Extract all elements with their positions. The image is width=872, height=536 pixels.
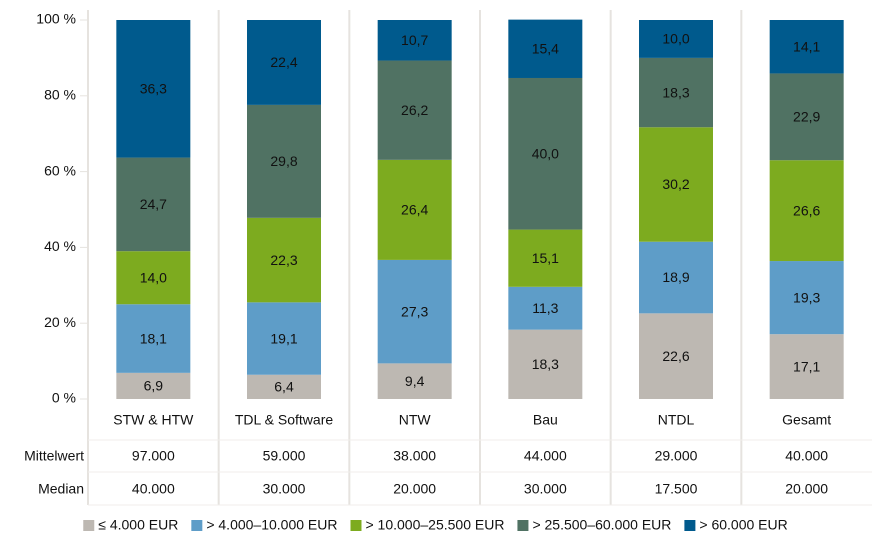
legend-label: > 60.000 EUR [699, 517, 787, 533]
legend-swatch [684, 520, 696, 531]
table-cell: 30.000 [263, 481, 306, 497]
legend-swatch [350, 520, 362, 531]
bar-segment [639, 241, 713, 314]
bar-segment [116, 251, 191, 305]
category-label: NTW [399, 412, 432, 428]
bar-segment [639, 20, 713, 58]
bar-segment [377, 20, 452, 61]
legend-swatch [83, 520, 95, 531]
bar-segment [769, 160, 844, 262]
value-label: 11,3 [532, 300, 558, 316]
table-cell: 29.000 [655, 448, 698, 464]
category-label: NTDL [658, 412, 695, 428]
bar-segment [377, 60, 452, 160]
y-tick-label: 0 % [52, 390, 76, 406]
bar-segment [769, 73, 844, 161]
bar-segment [769, 334, 844, 399]
y-tick-label: 60 % [44, 162, 76, 178]
table-cell: 20.000 [785, 481, 828, 497]
value-label: 36,3 [140, 80, 167, 96]
y-tick-label: 80 % [44, 87, 76, 103]
bar-segment [377, 259, 452, 364]
value-label: 30,2 [662, 176, 689, 192]
bar-segment [247, 374, 321, 399]
legend-label: > 25.500–60.000 EUR [532, 517, 671, 533]
bar-segment [769, 20, 844, 74]
legend-label: ≤ 4.000 EUR [98, 517, 178, 533]
bar-segment [116, 20, 191, 158]
bar-segment [116, 157, 191, 252]
category-label: Gesamt [782, 412, 831, 428]
bar-segment [116, 372, 191, 399]
value-label: 14,1 [793, 38, 820, 54]
bar-segment [639, 57, 713, 128]
row-label: Median [38, 481, 84, 497]
table-cell: 20.000 [393, 481, 436, 497]
value-label: 19,3 [793, 289, 820, 305]
value-label: 22,6 [662, 348, 689, 364]
table-cell: 40.000 [132, 481, 175, 497]
value-label: 24,7 [140, 196, 167, 212]
table-cell: 17.500 [655, 481, 698, 497]
table-cell: 44.000 [524, 448, 567, 464]
value-label: 18,3 [532, 356, 559, 372]
bar-segment [247, 20, 321, 105]
bar-segment [639, 127, 713, 242]
value-label: 19,1 [270, 330, 297, 346]
table-cell: 97.000 [132, 448, 175, 464]
table-cell: 38.000 [393, 448, 436, 464]
bar-segment [116, 304, 191, 373]
value-label: 18,9 [662, 269, 689, 285]
value-label: 10,0 [662, 31, 689, 47]
y-tick-label: 20 % [44, 314, 76, 330]
value-label: 9,4 [405, 373, 425, 389]
value-label: 26,6 [793, 202, 820, 218]
value-label: 26,4 [401, 202, 428, 218]
bar-segment [247, 217, 321, 303]
value-label: 26,2 [401, 102, 428, 118]
bar-segment [247, 104, 321, 218]
legend-swatch [191, 520, 203, 531]
category-label: STW & HTW [113, 412, 194, 428]
category-label: Bau [533, 412, 558, 428]
value-label: 22,3 [270, 252, 297, 268]
value-label: 22,9 [793, 109, 820, 125]
value-label: 17,1 [793, 358, 820, 374]
bar-segment [508, 329, 583, 399]
value-label: 29,8 [270, 153, 297, 169]
row-label: Mittelwert [24, 448, 84, 464]
legend-label: > 10.000–25.500 EUR [365, 517, 504, 533]
table-cell: 40.000 [785, 448, 828, 464]
value-label: 6,9 [144, 378, 164, 394]
table-cell: 30.000 [524, 481, 567, 497]
legend-label: > 4.000–10.000 EUR [206, 517, 337, 533]
bar-segment [639, 313, 713, 399]
bar-segment [377, 159, 452, 260]
y-tick-label: 100 % [36, 11, 76, 27]
value-label: 22,4 [270, 54, 297, 70]
value-label: 18,1 [140, 330, 167, 346]
bar-segment [508, 229, 583, 287]
category-label: TDL & Software [235, 412, 334, 428]
bar-segment [508, 286, 583, 330]
value-label: 40,0 [532, 145, 559, 161]
value-label: 15,4 [532, 41, 559, 57]
value-label: 10,7 [401, 32, 428, 48]
bar-segment [769, 261, 844, 335]
value-label: 27,3 [401, 303, 428, 319]
table-cell: 59.000 [263, 448, 306, 464]
bar-segment [377, 363, 452, 399]
value-label: 18,3 [662, 84, 689, 100]
value-label: 15,1 [532, 250, 559, 266]
bar-segment [508, 77, 583, 230]
value-label: 6,4 [274, 379, 294, 395]
value-label: 14,0 [140, 269, 167, 285]
legend-swatch [517, 520, 529, 531]
y-tick-label: 40 % [44, 238, 76, 254]
bar-segment [508, 19, 583, 78]
bar-segment [247, 302, 321, 375]
